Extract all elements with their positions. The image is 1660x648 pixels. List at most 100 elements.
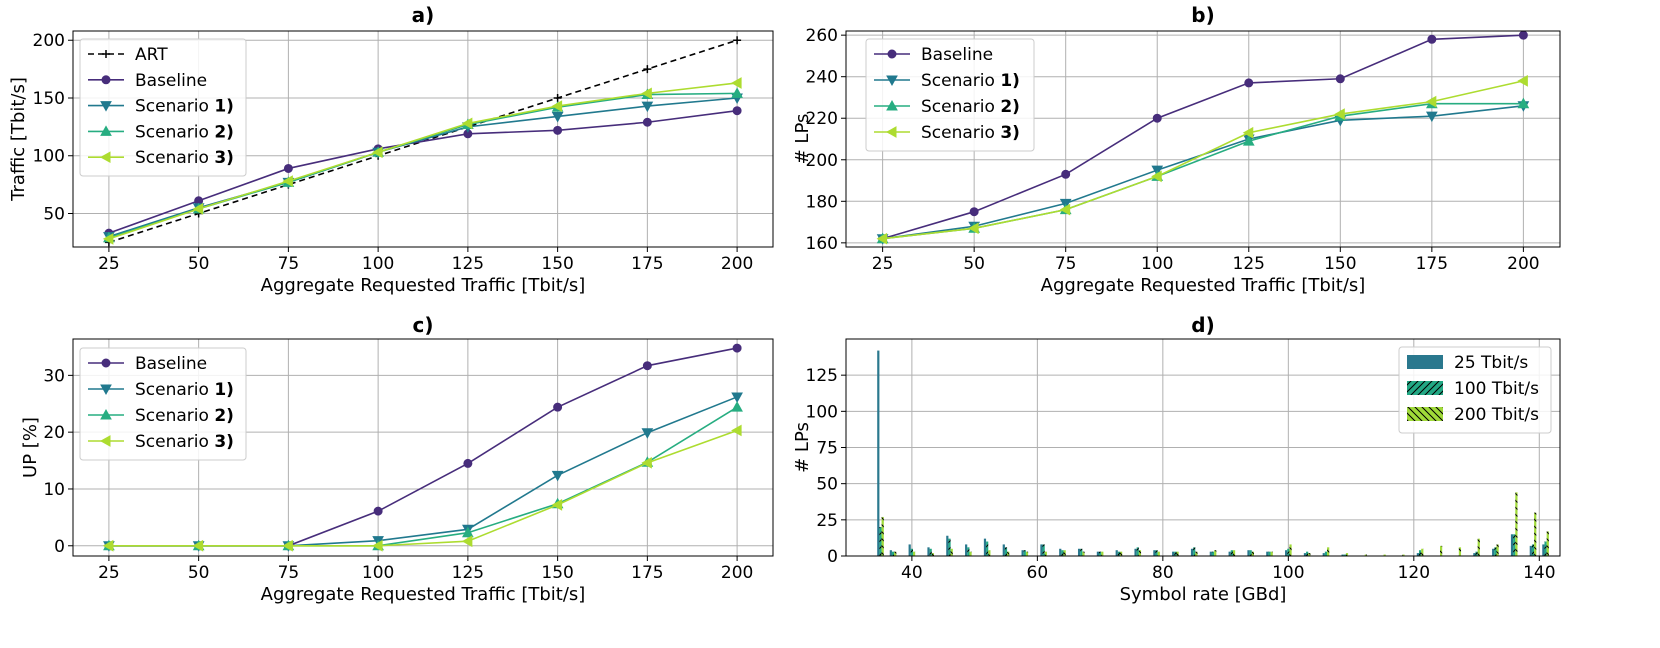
data-point [1152, 113, 1162, 123]
axes-frame [72, 30, 774, 248]
bar [1025, 551, 1029, 556]
data-point [553, 402, 563, 412]
bar [1343, 554, 1346, 556]
data-point [969, 207, 979, 217]
bar [1099, 551, 1102, 556]
legend-item: Scenario 1) [874, 71, 1020, 91]
panel-a: 25 50 75 100 125 150 175 200 50 100 150 200 a) Aggreg… [8, 3, 774, 296]
legend-label: Scenario 1) [135, 380, 234, 400]
bar [1153, 550, 1156, 556]
bar [1136, 547, 1139, 556]
legend-item: Scenario 1) [88, 97, 234, 117]
legend-box [79, 38, 247, 177]
bar [1383, 554, 1386, 556]
x-tick-label: 100 [1272, 563, 1304, 583]
legend-item: Scenario 3) [88, 432, 234, 452]
bar [1515, 492, 1518, 556]
data-point [551, 499, 563, 511]
bar [1247, 550, 1250, 556]
legend-label: Scenario 3) [921, 123, 1020, 143]
bar [1209, 551, 1212, 556]
panel-title: b) [1191, 3, 1214, 27]
bar [1531, 544, 1535, 556]
data-point [192, 203, 204, 215]
y-tick-label: 50 [43, 205, 65, 225]
legend-marker [100, 101, 112, 112]
y-tick-label: 75 [816, 439, 838, 459]
legend-label-number: 1) [214, 97, 234, 117]
bar [1082, 551, 1085, 556]
bar [931, 553, 935, 556]
data-point [102, 233, 114, 245]
legend-box [865, 38, 1035, 152]
y-tick-label: 100 [806, 402, 838, 422]
data-point [102, 539, 114, 552]
x-axis-label: Aggregate Requested Traffic [Tbit/s] [1041, 275, 1366, 296]
data-point [1061, 169, 1071, 179]
axes-frame [72, 338, 774, 557]
bar [1063, 550, 1066, 556]
panel-title: a) [412, 3, 435, 27]
panel-title: d) [1191, 313, 1214, 337]
y-tick-label: 25 [816, 511, 838, 531]
x-tick-label: 25 [872, 254, 894, 274]
x-tick-label: 120 [1398, 563, 1430, 583]
y-tick-label: 260 [806, 26, 838, 46]
legend-label: Baseline [135, 354, 207, 374]
legend-label-number: 1) [214, 380, 234, 400]
data-point [551, 470, 564, 482]
legend-item: ART [88, 45, 168, 65]
bar [1308, 553, 1311, 556]
x-tick-label: 200 [1507, 254, 1539, 274]
bar [1324, 551, 1328, 556]
y-tick-label: 160 [806, 234, 838, 254]
bar [1172, 551, 1175, 556]
bar [1155, 550, 1158, 556]
bar [1418, 550, 1422, 556]
y-tick-label: 100 [33, 147, 65, 167]
bar [1002, 544, 1005, 556]
x-tick-label: 50 [963, 254, 985, 274]
data-point [1151, 170, 1162, 183]
x-tick-label: 100 [1141, 254, 1173, 274]
bar [891, 551, 895, 556]
legend-item: Scenario 2) [874, 97, 1020, 117]
bar [969, 551, 972, 556]
panel-b: 25 50 75 100 125 150 175 200 160 180 200 220 240 260 b… [792, 3, 1561, 296]
bar [908, 544, 911, 556]
x-tick-label: 200 [721, 563, 753, 583]
bar [950, 548, 953, 556]
bar [1042, 544, 1045, 556]
bar [1138, 550, 1142, 556]
legend-item: Scenario 3) [874, 123, 1020, 143]
bar [929, 548, 932, 556]
data-point [643, 65, 652, 74]
bar [965, 544, 968, 556]
bar [1458, 547, 1462, 556]
bar [1214, 550, 1217, 556]
bar [1101, 551, 1104, 556]
x-tick-label: 25 [98, 254, 120, 274]
legend-marker [886, 75, 898, 87]
bar [1007, 551, 1010, 556]
legend-marker [887, 49, 897, 59]
bar [1251, 551, 1254, 556]
bar [1040, 544, 1043, 556]
data-point [731, 401, 743, 412]
legend-label: Baseline [921, 45, 993, 65]
data-point [282, 175, 293, 188]
axes-frame [845, 338, 1561, 557]
bar [1306, 551, 1309, 556]
legend-label: Scenario 1) [921, 71, 1020, 91]
bar [1421, 548, 1424, 556]
data-point [1517, 97, 1530, 109]
legend-item: 200 Tbit/s [1407, 405, 1539, 425]
bar [1477, 538, 1480, 556]
data-point [731, 77, 742, 89]
legend-label-number: 2) [214, 406, 234, 426]
legend-label-number: 2) [214, 122, 234, 142]
bar [1176, 551, 1179, 556]
data-point [462, 526, 474, 538]
data-point [553, 125, 563, 135]
